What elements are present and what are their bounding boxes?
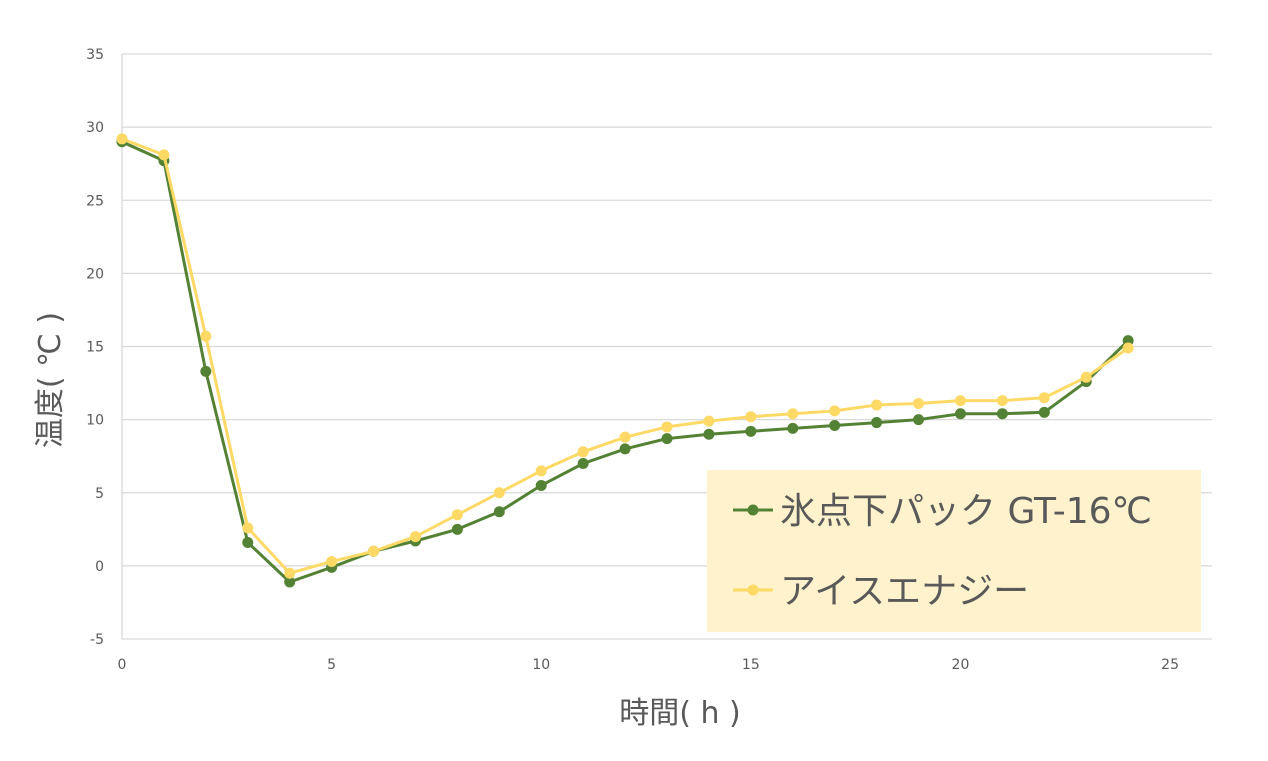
- legend-marker-series-1: [747, 504, 759, 516]
- data-point: [829, 419, 841, 431]
- data-point: [326, 555, 338, 567]
- data-point: [703, 428, 715, 440]
- data-point: [619, 431, 631, 443]
- data-point: [871, 399, 883, 411]
- data-point: [284, 576, 296, 588]
- y-tick-label: -5: [90, 632, 104, 648]
- data-point: [493, 506, 505, 518]
- data-point: [577, 446, 589, 458]
- x-tick-label: 25: [1161, 657, 1179, 673]
- x-tick-label: 10: [532, 657, 550, 673]
- data-point: [493, 487, 505, 499]
- data-point: [954, 408, 966, 420]
- data-point: [661, 421, 673, 433]
- y-tick-label: 10: [86, 413, 104, 429]
- y-tick-label: 5: [95, 486, 104, 502]
- data-point: [200, 330, 212, 342]
- y-tick-label: 30: [86, 120, 104, 136]
- data-point: [787, 422, 799, 434]
- data-point: [116, 133, 128, 145]
- data-point: [368, 545, 380, 557]
- legend: 氷点下パック GT-16℃ アイスエナジー: [707, 470, 1201, 632]
- data-point: [284, 567, 296, 579]
- data-point: [954, 395, 966, 407]
- data-point: [619, 443, 631, 455]
- legend-background: [707, 470, 1201, 632]
- x-axis-ticks: 0 5 10 15 20 25: [118, 657, 1179, 673]
- y-tick-label: 25: [86, 193, 104, 209]
- data-point: [535, 465, 547, 477]
- legend-label-series-1: 氷点下パック GT-16℃: [780, 491, 1152, 532]
- data-point: [451, 523, 463, 535]
- data-point: [745, 411, 757, 423]
- y-tick-label: 15: [86, 340, 104, 356]
- data-point: [451, 509, 463, 521]
- data-point: [829, 405, 841, 417]
- y-tick-label: 35: [86, 47, 104, 63]
- series-2: [116, 133, 1134, 579]
- data-point: [661, 433, 673, 445]
- data-point: [1038, 392, 1050, 404]
- x-tick-label: 0: [118, 657, 127, 673]
- x-tick-label: 20: [952, 657, 970, 673]
- data-point: [996, 408, 1008, 420]
- data-point: [242, 522, 254, 534]
- data-point: [242, 536, 254, 548]
- y-tick-label: 20: [86, 266, 104, 282]
- data-point: [703, 415, 715, 427]
- x-tick-label: 5: [327, 657, 336, 673]
- data-point: [577, 458, 589, 469]
- data-point: [1038, 406, 1050, 418]
- data-point: [158, 149, 170, 161]
- data-point: [745, 425, 757, 437]
- legend-label-series-2: アイスエナジー: [780, 571, 1029, 612]
- data-point: [913, 414, 925, 426]
- data-point: [409, 531, 421, 543]
- data-point: [1122, 342, 1134, 354]
- data-point: [1080, 371, 1092, 383]
- gridlines: [121, 53, 1212, 640]
- data-point: [996, 395, 1008, 407]
- data-point: [535, 479, 547, 491]
- y-axis-ticks: -5 0 5 10 15 20 25 30 35: [86, 47, 104, 648]
- x-tick-label: 15: [742, 657, 760, 673]
- series-group: [116, 133, 1134, 588]
- data-point: [913, 398, 925, 410]
- data-point: [200, 365, 212, 377]
- data-point: [871, 417, 883, 429]
- y-axis-title: 温度( ℃ ): [33, 312, 68, 448]
- y-tick-label: 0: [95, 559, 104, 575]
- legend-marker-series-2: [747, 584, 759, 596]
- x-axis-title: 時間( h ): [619, 696, 741, 731]
- data-point: [787, 408, 799, 420]
